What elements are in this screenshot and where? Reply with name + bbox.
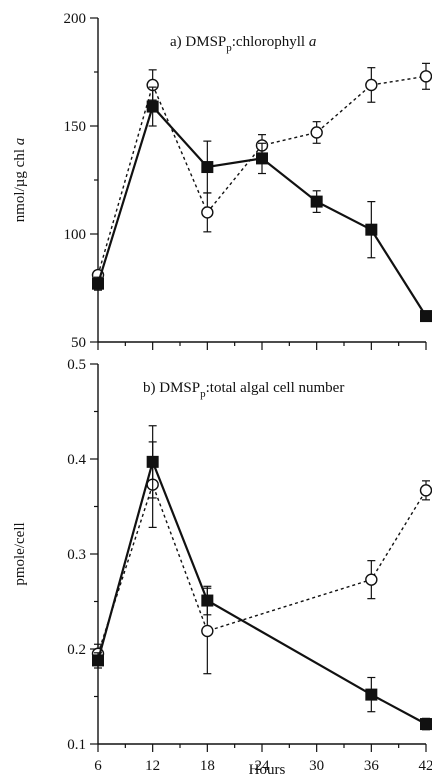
y-axis-label: pmole/cell xyxy=(12,522,28,585)
y-tick-label: 0.4 xyxy=(67,452,86,468)
data-point-square xyxy=(92,654,104,667)
data-point-square xyxy=(201,594,214,607)
y-tick-label: 200 xyxy=(64,11,87,27)
x-tick-label: 30 xyxy=(309,758,324,774)
data-point-circle xyxy=(310,126,323,139)
data-point-square xyxy=(146,100,159,113)
x-tick-label: 12 xyxy=(145,758,160,774)
panel-b: 0.1 0.2 0.3 0.4 0.5 6 12 18 24 30 36 42 b) DMSPp:tot… xyxy=(12,357,432,778)
panel-title: a) DMSPp:chlorophyll a xyxy=(170,34,316,54)
x-axis-label: Hours xyxy=(249,762,286,778)
y-tick-label: 150 xyxy=(64,119,87,135)
data-point-square xyxy=(365,223,378,236)
data-point-circle xyxy=(419,70,432,83)
series-line-solid xyxy=(96,458,427,725)
y-tick-label: 50 xyxy=(71,335,86,351)
x-tick-label: 6 xyxy=(94,758,102,774)
x-tick-label: 24 xyxy=(255,758,271,774)
y-tick-label: 100 xyxy=(64,227,87,243)
data-point-square xyxy=(420,718,432,731)
y-tick-label: 0.3 xyxy=(67,547,86,563)
data-point-square xyxy=(365,688,378,701)
data-point-circle xyxy=(201,624,214,638)
y-tick-label: 0.1 xyxy=(67,737,86,753)
data-point-circle xyxy=(365,573,378,586)
data-point-circle xyxy=(419,484,432,497)
y-tick-label: 0.5 xyxy=(67,357,86,373)
data-point-square xyxy=(256,152,268,165)
data-point-circle xyxy=(201,206,214,219)
data-point-square xyxy=(310,195,323,208)
x-tick-label: 18 xyxy=(200,758,215,774)
series-line-dotted xyxy=(97,482,427,655)
data-point-square xyxy=(201,161,214,174)
data-point-square xyxy=(420,310,432,323)
y-axis-label: nmol/µg chl a xyxy=(12,138,28,222)
panel-title: b) DMSPp:total algal cell number xyxy=(143,380,344,400)
panel-a: 50 100 150 200 a) DMSPp:chlorophyll a nmol/µg… xyxy=(12,11,432,351)
y-tick-label: 0.2 xyxy=(67,642,86,658)
x-tick-label: 42 xyxy=(419,758,432,774)
data-point-square xyxy=(146,455,159,468)
data-point-circle xyxy=(365,78,378,92)
x-tick-label: 36 xyxy=(364,758,380,774)
data-point-square xyxy=(92,277,104,290)
